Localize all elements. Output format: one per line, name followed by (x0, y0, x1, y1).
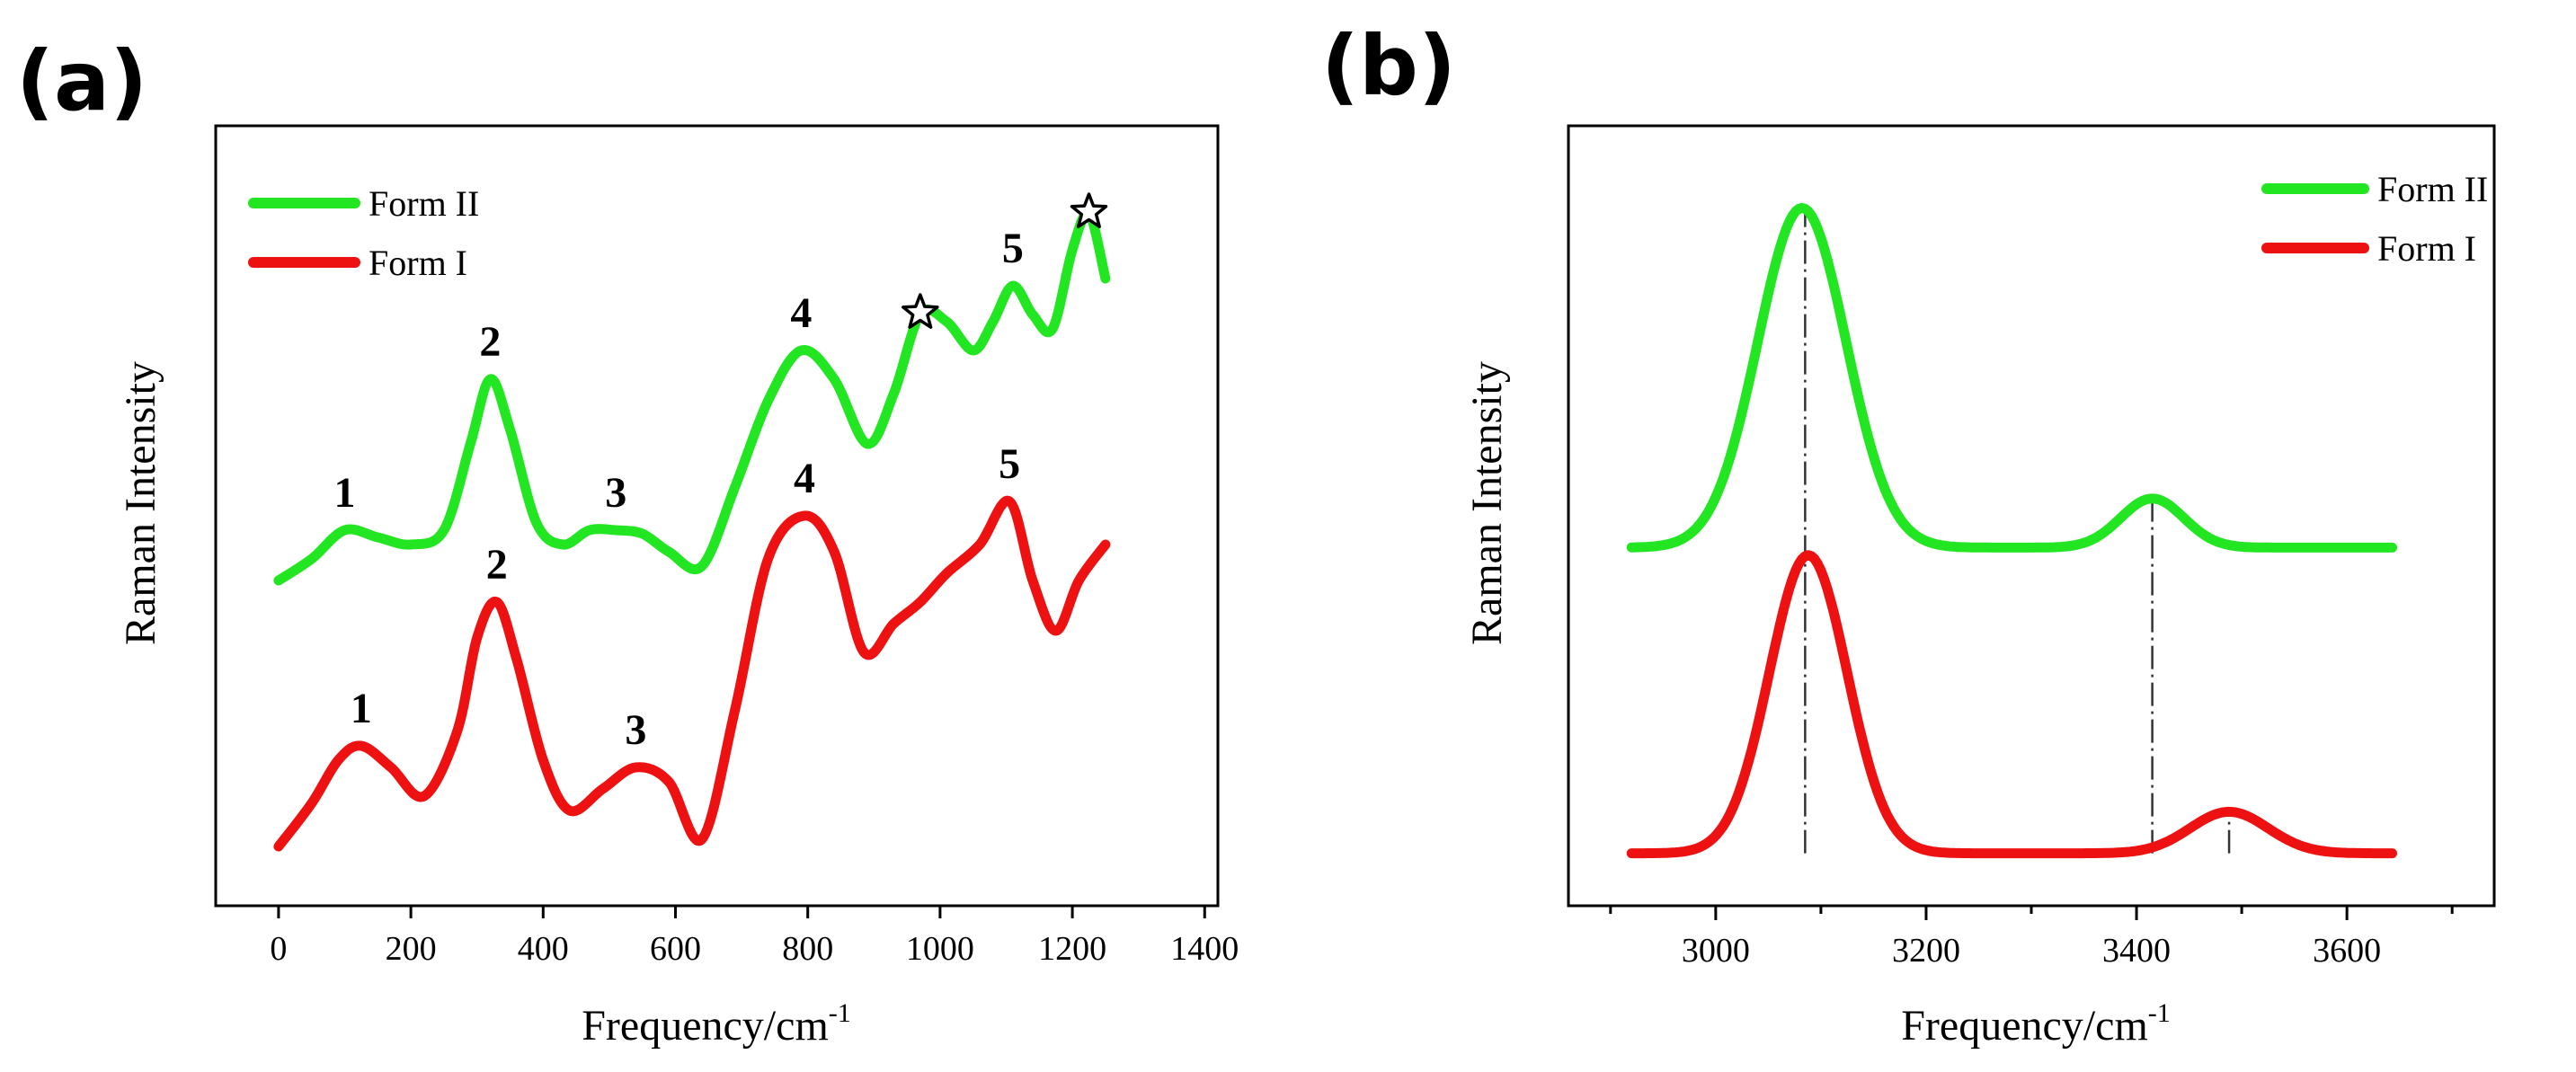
x-tick-label-3600: 3600 (2313, 932, 2381, 970)
panel-a-y-axis-label: Raman Intensity (117, 361, 164, 645)
panel-b-x-axis-label-sup: -1 (2148, 998, 2171, 1028)
series-line-form-i (273, 495, 1111, 852)
panel-a-series (273, 208, 1111, 852)
x-tick-label-1200: 1200 (1038, 930, 1106, 968)
panel-b: (b) 3000 3200 3400 3600 Form II Form I Rama… (1321, 18, 2496, 1050)
peak-label-form-i-4: 4 (794, 455, 815, 502)
legend-label-form-i: Form I (369, 243, 467, 283)
panel-b-x-axis-label-main: Frequency/cm (1901, 1002, 2148, 1050)
legend-label-form-ii: Form II (369, 183, 479, 224)
x-tick-label-1400: 1400 (1170, 930, 1239, 968)
peak-label-form-i-5: 5 (999, 440, 1020, 488)
peak-label-form-ii-1: 1 (334, 469, 356, 517)
x-tick-label-400: 400 (518, 930, 569, 968)
series-line-form-i (1626, 550, 2397, 859)
panel-a-x-axis-label-sup: -1 (829, 998, 851, 1028)
star-marker-2 (1070, 192, 1108, 228)
peak-label-form-i-3: 3 (625, 706, 646, 754)
star-marker-1 (902, 293, 939, 329)
panel-b-label: (b) (1321, 18, 1456, 114)
x-tick-label-3000: 3000 (1682, 932, 1750, 970)
x-tick-label-3200: 3200 (1892, 932, 1960, 970)
peak-label-form-ii-5: 5 (1002, 225, 1024, 272)
peak-label-form-ii-2: 2 (479, 318, 501, 366)
x-tick-label-0: 0 (270, 930, 287, 968)
x-tick-label-600: 600 (650, 930, 701, 968)
panel-a-x-axis: 0 200 400 600 800 1000 1200 1400 (270, 906, 1239, 968)
legend-label-form-ii: Form II (2377, 169, 2488, 209)
panel-b-x-axis: 3000 3200 3400 3600 (1609, 906, 2454, 970)
x-tick-label-3400: 3400 (2102, 932, 2171, 970)
panel-b-y-axis-label: Raman Intensity (1463, 361, 1511, 645)
peak-label-form-i-1: 1 (351, 685, 372, 732)
series-line-form-ii (1626, 202, 2397, 553)
panel-b-legend: Form II Form I (2261, 169, 2488, 269)
peak-label-form-i-2: 2 (486, 541, 508, 589)
panel-a-label: (a) (16, 33, 147, 129)
panel-a-x-axis-label-main: Frequency/cm (582, 1002, 829, 1050)
panel-a-annotations: 1 2 3 4 5 1 2 3 4 5 (334, 192, 1108, 754)
x-tick-label-200: 200 (386, 930, 437, 968)
peak-label-form-ii-4: 4 (790, 289, 812, 337)
x-tick-label-1000: 1000 (906, 930, 974, 968)
legend-label-form-i: Form I (2377, 228, 2476, 269)
panel-a-legend: Form II Form I (248, 183, 479, 283)
panel-a-x-axis-label: Frequency/cm-1 (582, 998, 851, 1050)
x-tick-label-800: 800 (782, 930, 833, 968)
peak-label-form-ii-3: 3 (605, 469, 626, 517)
panel-a: (a) 0 200 400 600 800 1000 1200 1400 1 2 3 4 5 1 2 3 4 5… (16, 33, 1239, 1050)
series-line-form-ii (273, 208, 1111, 586)
panel-a-plot-frame (214, 124, 1220, 908)
panel-b-x-axis-label: Frequency/cm-1 (1901, 998, 2171, 1050)
panel-b-reference-lines (1804, 208, 2231, 854)
panel-b-series (1626, 202, 2397, 859)
